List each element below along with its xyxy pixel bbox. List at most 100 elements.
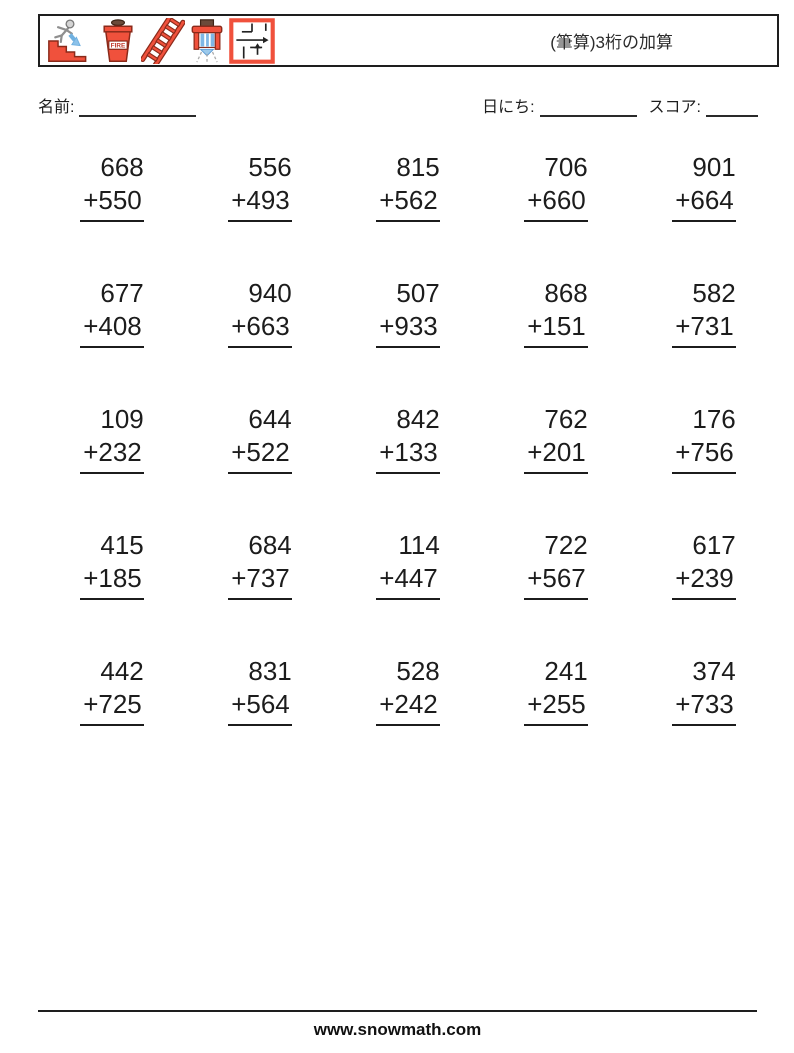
problem-cell: 528 +242 <box>334 655 482 781</box>
problem-cell: 940 +663 <box>186 277 334 403</box>
bottom-addend: +493 <box>228 184 292 222</box>
header: FIRE <box>38 14 779 67</box>
top-addend: 684 <box>248 530 292 560</box>
addition-problem: 831 +564 <box>228 655 292 726</box>
addition-problem: 644 +522 <box>228 403 292 474</box>
problem-cell: 109 +232 <box>38 403 186 529</box>
top-addend: 374 <box>692 656 736 686</box>
top-addend: 176 <box>692 404 736 434</box>
top-addend: 644 <box>248 404 292 434</box>
score-blank <box>706 102 758 117</box>
problem-cell: 668 +550 <box>38 151 186 277</box>
problem-cell: 617 +239 <box>630 529 778 655</box>
bottom-addend: +550 <box>80 184 144 222</box>
problem-cell: 507 +933 <box>334 277 482 403</box>
addition-problem: 617 +239 <box>672 529 736 600</box>
bottom-addend: +731 <box>672 310 736 348</box>
page-title: (筆算)3桁の加算 <box>550 33 673 52</box>
date-label: 日にち: <box>482 99 535 116</box>
addition-problem: 109 +232 <box>80 403 144 474</box>
name-blank <box>79 102 197 117</box>
problem-cell: 644 +522 <box>186 403 334 529</box>
bottom-addend: +522 <box>228 436 292 474</box>
top-addend: 556 <box>248 152 292 182</box>
addition-problem: 868 +151 <box>524 277 588 348</box>
bottom-addend: +151 <box>524 310 588 348</box>
addition-problem: 901 +664 <box>672 151 736 222</box>
fire-bucket-icon: FIRE <box>103 18 133 62</box>
addition-problem: 677 +408 <box>80 277 144 348</box>
header-icons: FIRE <box>40 17 275 64</box>
bottom-addend: +239 <box>672 562 736 600</box>
top-addend: 582 <box>692 278 736 308</box>
addition-problem: 415 +185 <box>80 529 144 600</box>
bottom-addend: +185 <box>80 562 144 600</box>
problem-cell: 842 +133 <box>334 403 482 529</box>
name-label: 名前: <box>38 99 75 116</box>
top-addend: 842 <box>396 404 440 434</box>
addition-problem: 241 +255 <box>524 655 588 726</box>
bottom-addend: +756 <box>672 436 736 474</box>
problem-cell: 868 +151 <box>482 277 630 403</box>
bottom-addend: +737 <box>228 562 292 600</box>
addition-problem: 176 +756 <box>672 403 736 474</box>
addition-problem: 528 +242 <box>376 655 440 726</box>
top-addend: 507 <box>396 278 440 308</box>
score-label: スコア: <box>648 99 701 116</box>
addition-problem: 722 +567 <box>524 529 588 600</box>
evacuation-plan-icon <box>229 17 275 64</box>
bottom-addend: +447 <box>376 562 440 600</box>
problem-cell: 901 +664 <box>630 151 778 277</box>
top-addend: 722 <box>544 530 588 560</box>
problem-cell: 415 +185 <box>38 529 186 655</box>
bottom-addend: +562 <box>376 184 440 222</box>
bottom-addend: +201 <box>524 436 588 474</box>
problem-cell: 831 +564 <box>186 655 334 781</box>
date-blank <box>539 102 637 117</box>
bottom-addend: +564 <box>228 688 292 726</box>
bottom-addend: +663 <box>228 310 292 348</box>
bottom-addend: +933 <box>376 310 440 348</box>
name-field: 名前: <box>38 93 197 117</box>
bottom-addend: +242 <box>376 688 440 726</box>
problem-cell: 722 +567 <box>482 529 630 655</box>
ladder-icon <box>141 17 185 64</box>
problem-cell: 114 +447 <box>334 529 482 655</box>
top-addend: 815 <box>396 152 440 182</box>
bottom-addend: +408 <box>80 310 144 348</box>
problem-cell: 684 +737 <box>186 529 334 655</box>
top-addend: 868 <box>544 278 588 308</box>
problem-cell: 374 +733 <box>630 655 778 781</box>
top-addend: 528 <box>396 656 440 686</box>
top-addend: 668 <box>100 152 144 182</box>
addition-problem: 442 +725 <box>80 655 144 726</box>
addition-problem: 507 +933 <box>376 277 440 348</box>
problem-cell: 677 +408 <box>38 277 186 403</box>
bottom-addend: +133 <box>376 436 440 474</box>
addition-problem: 706 +660 <box>524 151 588 222</box>
top-addend: 940 <box>248 278 292 308</box>
right-fields: 日にち: スコア: <box>482 93 758 117</box>
problem-cell: 815 +562 <box>334 151 482 277</box>
problem-cell: 762 +201 <box>482 403 630 529</box>
top-addend: 617 <box>692 530 736 560</box>
top-addend: 442 <box>100 656 144 686</box>
addition-problem: 842 +133 <box>376 403 440 474</box>
addition-problem: 684 +737 <box>228 529 292 600</box>
problem-cell: 582 +731 <box>630 277 778 403</box>
bottom-addend: +664 <box>672 184 736 222</box>
date-field: 日にち: <box>482 93 637 117</box>
bottom-addend: +660 <box>524 184 588 222</box>
slip-fall-stairs-icon <box>48 18 87 62</box>
top-addend: 109 <box>100 404 144 434</box>
top-addend: 901 <box>692 152 736 182</box>
top-addend: 415 <box>100 530 144 560</box>
addition-problem: 940 +663 <box>228 277 292 348</box>
fields-row: 名前: 日にち: スコア: <box>38 93 758 117</box>
problems-grid: 668 +550 556 +493 815 +562 706 +660 901 +664 … <box>38 151 778 781</box>
problem-cell: 241 +255 <box>482 655 630 781</box>
addition-problem: 762 +201 <box>524 403 588 474</box>
top-addend: 677 <box>100 278 144 308</box>
top-addend: 706 <box>544 152 588 182</box>
